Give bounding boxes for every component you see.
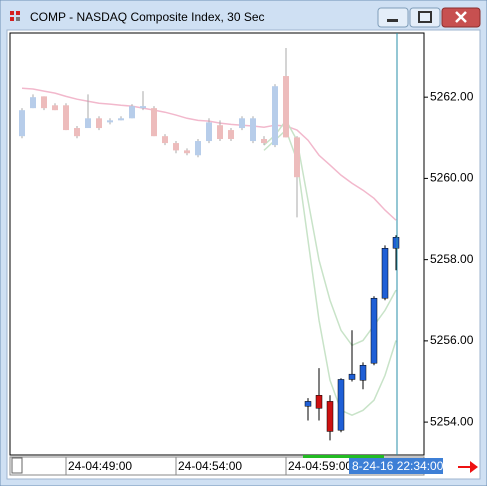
chart: 5254.00 5256.00 5258.00 5260.00 5262.00 24-04…	[19, 33, 474, 475]
candle-body	[107, 120, 113, 123]
candle-body	[184, 150, 190, 154]
candle-body	[337, 379, 345, 431]
candle-body	[85, 118, 91, 129]
close-button[interactable]	[441, 7, 481, 28]
crosshair-label: 8-24-16 22:34:00	[352, 459, 444, 473]
candle-body	[381, 248, 389, 299]
y-tick-label: 5254.00	[430, 414, 474, 428]
candle-body	[370, 297, 378, 364]
app-icon	[10, 11, 20, 21]
candle-body	[228, 130, 234, 140]
candle-body	[195, 141, 201, 156]
candle-body	[74, 128, 80, 137]
candle-body	[63, 105, 69, 131]
candle-body	[250, 118, 256, 142]
candle-body	[304, 401, 312, 407]
minimize-button[interactable]	[377, 7, 409, 28]
candle-body	[140, 106, 146, 109]
scroll-right-arrow[interactable]	[458, 461, 478, 473]
session-bar	[303, 455, 384, 458]
candle-body	[162, 136, 168, 144]
candle-body	[118, 118, 124, 121]
maximize-button[interactable]	[409, 7, 441, 28]
candle-body	[96, 118, 102, 129]
y-tick-label: 5258.00	[430, 252, 474, 266]
x-tick-label: 24-04:59:00	[288, 459, 352, 473]
candle-body	[206, 122, 212, 142]
candle-body	[217, 125, 223, 140]
candle-body	[30, 97, 36, 109]
candle-body	[19, 110, 25, 137]
scroll-handle[interactable]	[11, 457, 23, 474]
candle-body	[326, 401, 334, 432]
y-tick-label: 5260.00	[430, 171, 474, 185]
candle-body	[129, 106, 135, 119]
candle-body	[173, 143, 179, 151]
window-title: COMP - NASDAQ Composite Index, 30 Sec	[30, 10, 265, 24]
crosshair-label-bg	[349, 458, 443, 474]
y-tick-label: 5262.00	[430, 89, 474, 103]
candle-body	[272, 86, 278, 146]
y-tick-label: 5256.00	[430, 333, 474, 347]
candle-body	[239, 118, 245, 129]
x-tick-label: 24-04:54:00	[178, 459, 242, 473]
plot-area	[9, 32, 425, 456]
candle-body	[392, 237, 400, 249]
x-tick-label: 24-04:49:00	[68, 459, 132, 473]
candle-body	[359, 364, 367, 381]
candle-body	[315, 395, 323, 409]
candle-body	[52, 105, 58, 111]
candle-body	[151, 108, 157, 137]
candle-body	[41, 96, 47, 109]
candle-body	[261, 139, 267, 144]
candle-body	[283, 76, 289, 138]
candle-body	[348, 373, 356, 380]
candle-body	[294, 137, 300, 178]
